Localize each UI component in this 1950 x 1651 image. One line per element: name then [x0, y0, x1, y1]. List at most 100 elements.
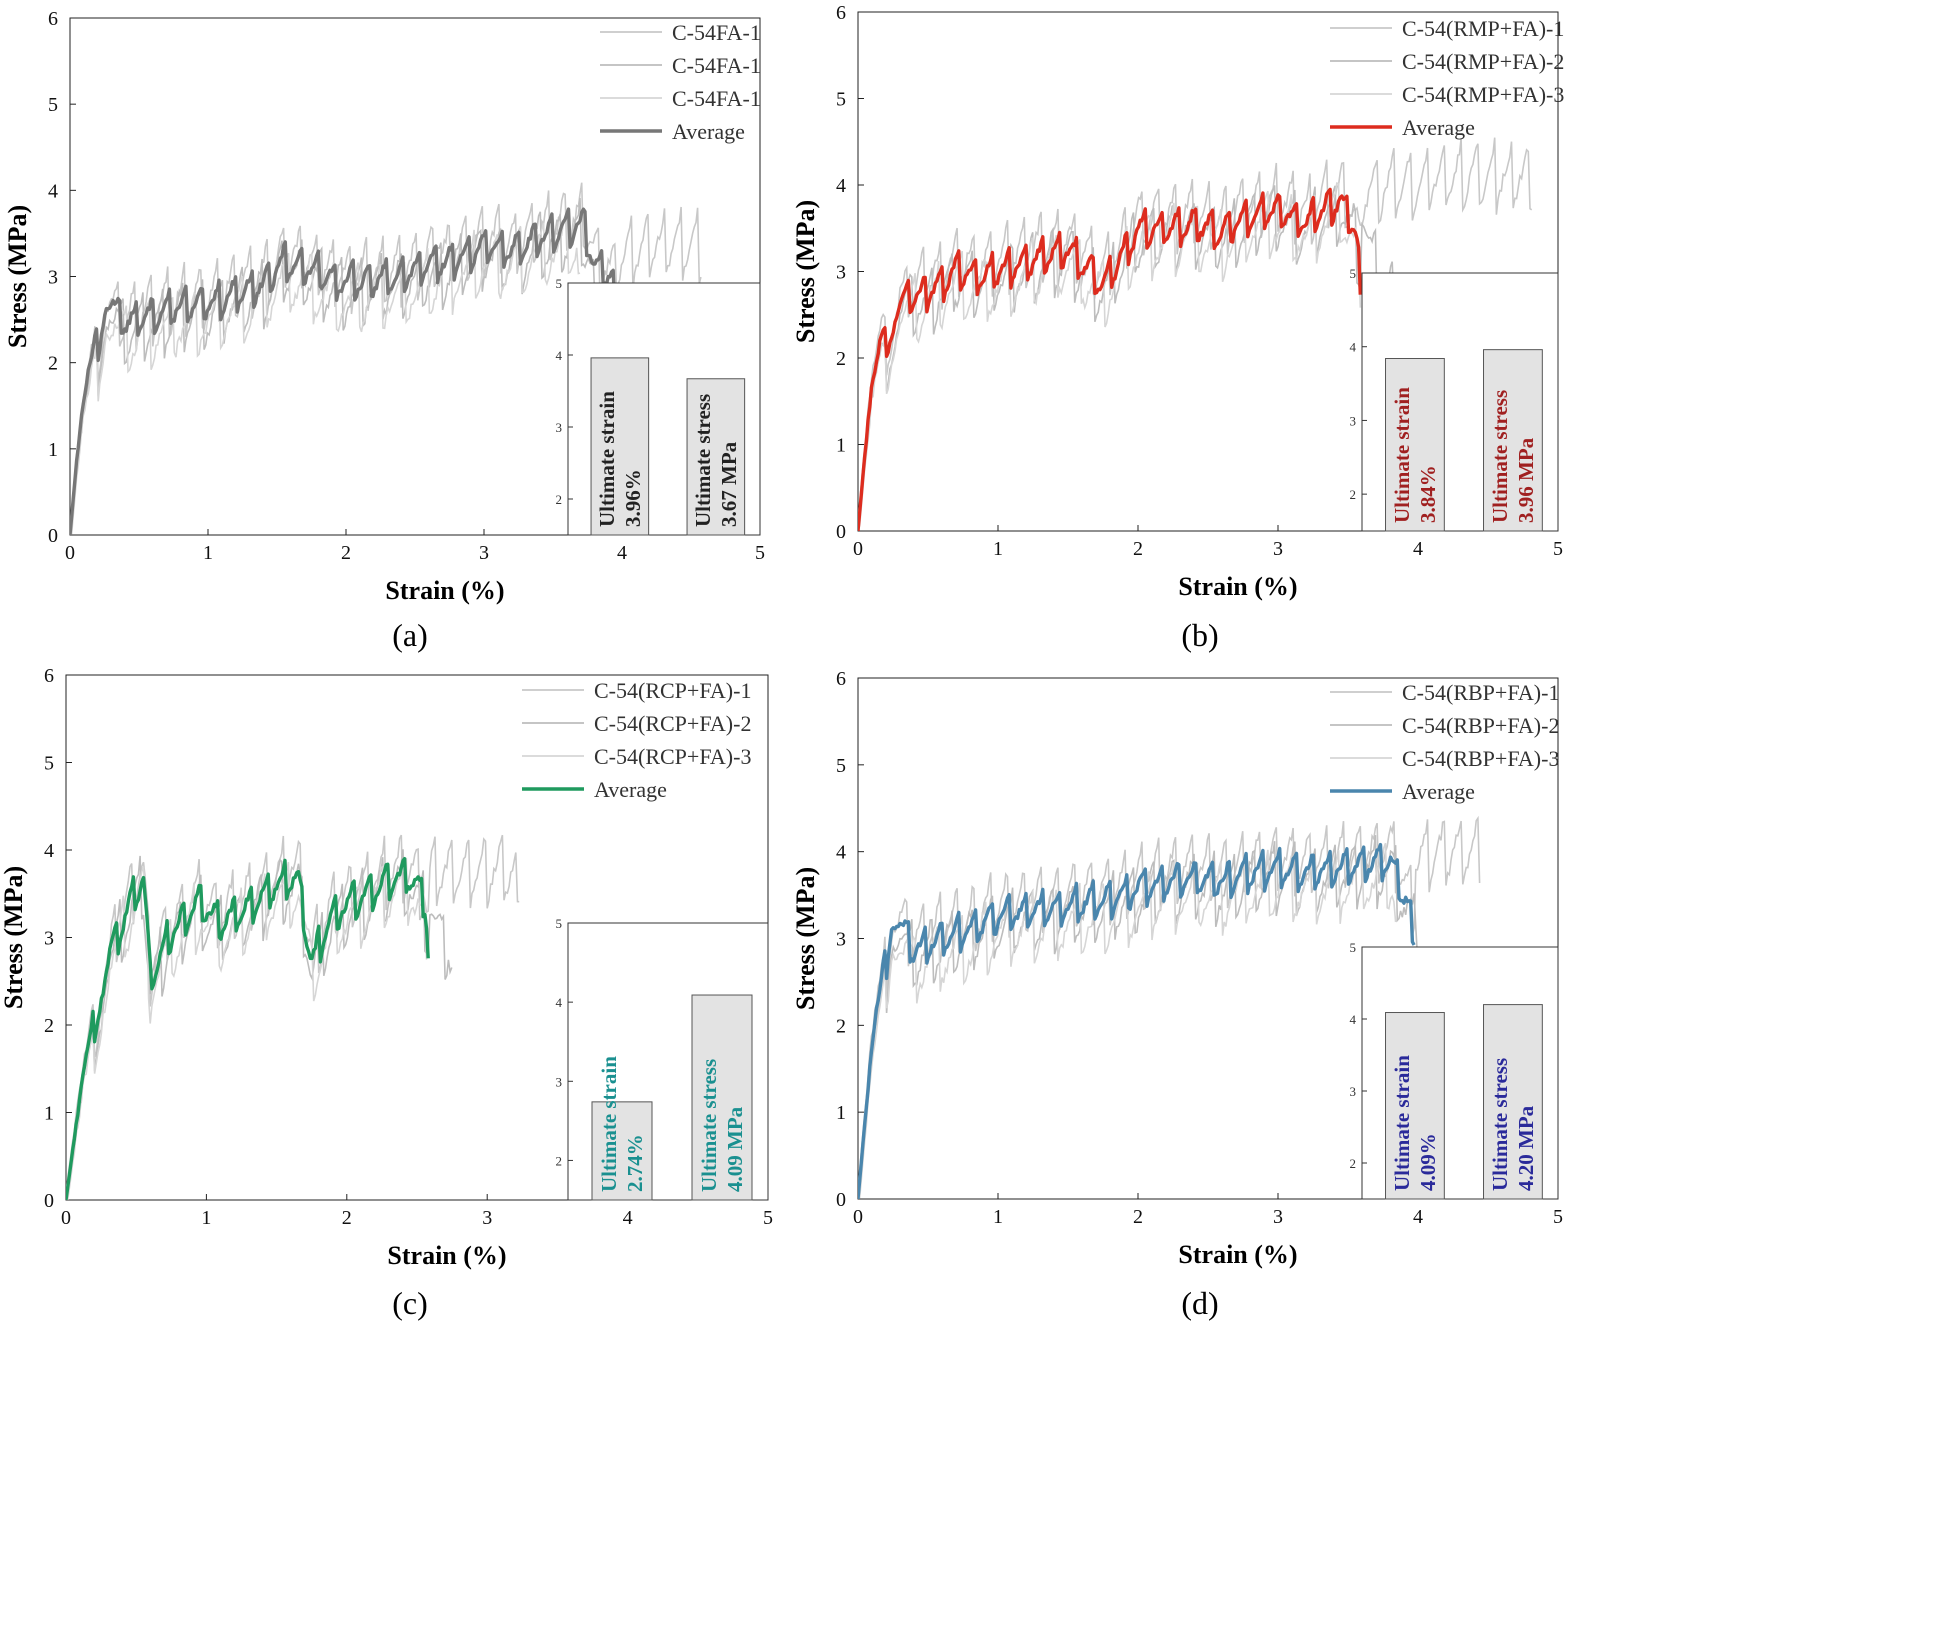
legend-entry: Average	[1402, 779, 1475, 804]
x-tick-label: 3	[1273, 538, 1283, 560]
y-tick-label: 6	[836, 2, 846, 24]
chart-panel-d: 0 1 2 3 4 5 0 1 2 3 4 5 6 Strain (%) Stress (MPa) C-54(…	[791, 668, 1563, 1321]
x-tick-label: 5	[1553, 538, 1563, 560]
specimen-curve	[66, 857, 428, 1200]
inset-bar	[686, 378, 746, 536]
x-tick-label: 4	[1413, 1206, 1423, 1228]
legend-entry: C-54(RMP+FA)-1	[1402, 16, 1564, 41]
average-curve	[70, 207, 617, 535]
y-tick-label: 2	[836, 348, 846, 370]
y-tick-label: 1	[836, 435, 846, 457]
inset-tick-label: 4	[1350, 1012, 1357, 1027]
inset-tick-label: 5	[1350, 266, 1357, 281]
x-tick-label: 2	[1133, 538, 1143, 560]
y-tick-label: 4	[48, 180, 58, 202]
y-tick-label: 1	[48, 439, 58, 461]
y-tick-label: 3	[836, 929, 846, 951]
inset-bar	[1385, 358, 1445, 532]
x-axis-label: Strain (%)	[385, 576, 504, 605]
legend-entry: C-54FA-1	[672, 86, 761, 111]
x-tick-label: 0	[65, 542, 75, 564]
legend-entry: C-54(RMP+FA)-2	[1402, 49, 1564, 74]
inset-bar-chart: 2 3 4 5 Ultimate strain 3.84% Ultimate stress 3…	[1350, 266, 1559, 532]
inset-tick-label: 5	[556, 276, 563, 291]
inset-tick-label: 4	[556, 995, 563, 1010]
inset-bar-chart: 2 3 4 5 Ultimate strain 3.96% Ultimate stress 3…	[556, 276, 761, 536]
x-tick-label: 1	[201, 1207, 211, 1229]
inset-bar-label: Ultimate stress	[1488, 390, 1512, 523]
inset-bar-chart: 2 3 4 5 Ultimate strain 2.74% Ultimate stress 4…	[556, 916, 769, 1201]
inset-bar-value: 4.09%	[1416, 1133, 1440, 1191]
inset-tick-label: 3	[556, 1074, 563, 1089]
inset-bar-value: 4.20 MPa	[1514, 1105, 1538, 1191]
inset-bar-label: Ultimate strain	[1390, 387, 1414, 523]
x-tick-label: 4	[617, 542, 627, 564]
inset-bar-label: Ultimate strain	[597, 1056, 621, 1192]
chart-panel-c: 0 1 2 3 4 5 0 1 2 3 4 5 6 Strain (%) Stress (MPa) C-54(…	[0, 665, 773, 1321]
specimen-curve	[66, 849, 453, 1200]
inset-bar-value: 3.84%	[1416, 465, 1440, 523]
y-axis-label: Stress (MPa)	[791, 200, 820, 343]
inset-tick-label: 4	[556, 348, 563, 363]
inset-bar-label: Ultimate stress	[1488, 1058, 1512, 1191]
y-tick-label: 0	[836, 1189, 846, 1211]
y-tick-label: 0	[48, 525, 58, 547]
y-axis-label: Stress (MPa)	[3, 205, 32, 348]
inset-bar	[691, 994, 753, 1201]
inset-bar-label: Ultimate stress	[691, 394, 715, 527]
x-tick-label: 0	[853, 538, 863, 560]
legend-entry: Average	[1402, 115, 1475, 140]
x-tick-label: 2	[1133, 1206, 1143, 1228]
chart-panel-b: 0 1 2 3 4 5 0 1 2 3 4 5 6 Strain (%) Stress (MPa) C-54(…	[791, 2, 1564, 653]
y-tick-label: 5	[836, 755, 846, 777]
inset-bar-chart: 2 3 4 5 Ultimate strain 4.09% Ultimate stress 4…	[1350, 940, 1559, 1200]
y-tick-label: 3	[836, 262, 846, 284]
x-tick-label: 3	[482, 1207, 492, 1229]
x-axis-label: Strain (%)	[1178, 1240, 1297, 1269]
x-tick-label: 4	[1413, 538, 1423, 560]
inset-tick-label: 2	[1350, 1156, 1357, 1171]
y-axis-label: Stress (MPa)	[0, 866, 28, 1009]
y-tick-label: 5	[836, 89, 846, 111]
inset-bar-label: Ultimate strain	[1390, 1055, 1414, 1191]
specimen-curve	[858, 182, 1362, 531]
specimen-curve	[858, 185, 1395, 531]
x-axis-label: Strain (%)	[387, 1241, 506, 1270]
x-tick-label: 0	[853, 1206, 863, 1228]
y-tick-label: 2	[44, 1015, 54, 1037]
y-tick-label: 6	[44, 665, 54, 687]
inset-tick-label: 3	[1350, 413, 1357, 428]
y-tick-label: 2	[48, 353, 58, 375]
y-tick-label: 1	[836, 1102, 846, 1124]
y-tick-label: 6	[836, 668, 846, 690]
inset-bar	[1483, 1004, 1543, 1200]
y-tick-label: 1	[44, 1103, 54, 1125]
y-tick-label: 4	[836, 175, 846, 197]
chart-panel-a: 0 1 2 3 4 5 0 1 2 3 4 5 6 Strain (%) Stress (MPa) C-54F…	[3, 8, 765, 653]
inset-tick-label: 5	[556, 916, 563, 931]
y-tick-label: 0	[44, 1190, 54, 1212]
inset-tick-label: 2	[556, 1153, 563, 1168]
inset-tick-label: 3	[556, 420, 563, 435]
average-curve	[66, 857, 430, 1200]
x-tick-label: 0	[61, 1207, 71, 1229]
average-curve	[858, 187, 1362, 531]
x-tick-label: 3	[479, 542, 489, 564]
inset-tick-label: 4	[1350, 340, 1357, 355]
x-tick-label: 5	[1553, 1206, 1563, 1228]
legend-entry: C-54(RCP+FA)-3	[594, 744, 751, 769]
legend-entry: C-54(RBP+FA)-3	[1402, 746, 1559, 771]
panel-caption: (d)	[1181, 1285, 1218, 1321]
x-axis-label: Strain (%)	[1178, 572, 1297, 601]
x-tick-label: 2	[341, 542, 351, 564]
legend-entry: C-54(RBP+FA)-1	[1402, 680, 1559, 705]
panel-caption: (a)	[392, 617, 428, 653]
legend-entry: Average	[594, 777, 667, 802]
x-tick-label: 3	[1273, 1206, 1283, 1228]
y-tick-label: 0	[836, 521, 846, 543]
inset-bar	[590, 357, 650, 536]
legend-entry: C-54(RMP+FA)-3	[1402, 82, 1564, 107]
inset-bar-value: 2.74%	[623, 1134, 647, 1192]
x-tick-label: 1	[993, 538, 1003, 560]
